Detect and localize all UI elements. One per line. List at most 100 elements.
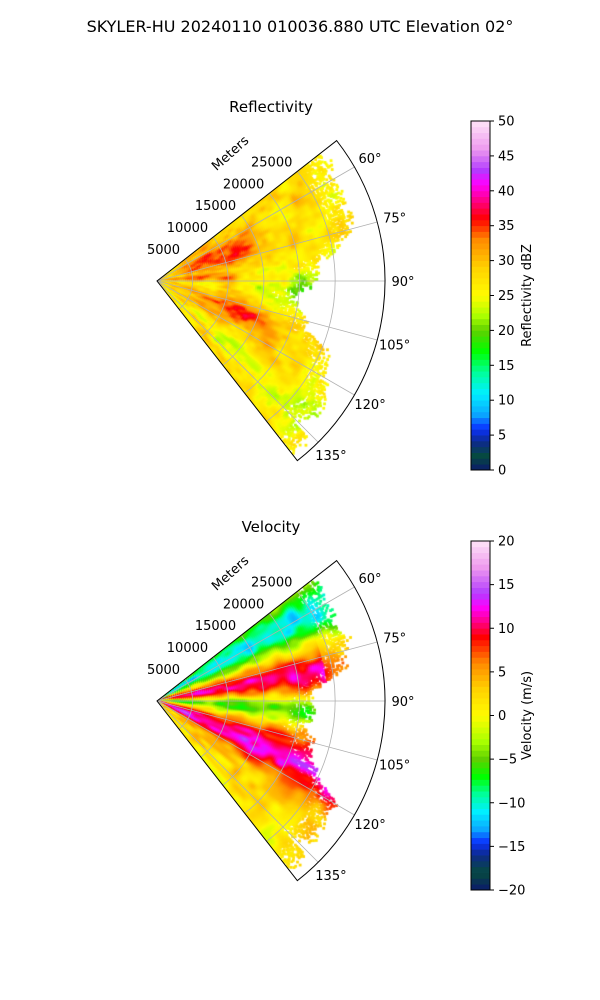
colorbar-swatch	[471, 721, 490, 728]
colorbar-swatch	[471, 231, 490, 238]
colorbar-swatch	[471, 126, 490, 134]
colorbar-swatch	[471, 692, 490, 699]
colorbar-swatch	[471, 674, 490, 681]
range-ring	[222, 214, 265, 366]
azimuth-spoke	[156, 221, 378, 282]
azimuth-spoke	[156, 166, 355, 282]
colorbar-swatch	[471, 820, 490, 827]
azimuth-tick-label: 105°	[379, 759, 410, 774]
colorbar-swatch	[471, 318, 490, 325]
colorbar-label: Reflectivity dBZ	[520, 244, 535, 347]
colorbar-swatch	[471, 791, 490, 798]
colorbar-swatch	[471, 243, 490, 250]
colorbar-tick-label: 10	[498, 622, 515, 637]
colorbar-swatch	[471, 446, 490, 453]
colorbar-swatch	[471, 657, 490, 664]
colorbar-swatch	[471, 860, 490, 868]
colorbar-swatch	[471, 837, 490, 844]
range-ring	[200, 656, 229, 758]
azimuth-tick-label: 75°	[383, 631, 406, 646]
colorbar-swatch	[471, 278, 490, 285]
colorbar-tick-label: 0	[498, 709, 506, 724]
azimuth-spoke	[156, 700, 378, 761]
colorbar-swatch	[471, 802, 490, 809]
colorbar-swatch	[471, 581, 490, 588]
colorbar-swatch	[471, 616, 490, 623]
colorbar-tick-label: 25	[498, 289, 515, 304]
radial-tick-label: 10000	[167, 221, 208, 236]
azimuth-spoke	[156, 700, 355, 816]
colorbar-swatch	[471, 295, 490, 302]
radial-tick-label: 15000	[195, 619, 236, 634]
radial-tick-label: 25000	[251, 155, 292, 170]
colorbar-swatch	[471, 750, 490, 757]
colorbar-swatch	[471, 365, 490, 372]
colorbar-swatch	[471, 266, 490, 273]
colorbar-swatch	[471, 744, 490, 751]
colorbar-swatch	[471, 353, 490, 360]
colorbar-tick-label: −5	[498, 753, 517, 768]
colorbar-swatch	[471, 779, 490, 786]
colorbar-swatch	[471, 312, 490, 320]
colorbar-swatch	[471, 831, 490, 839]
colorbar-tick-label: 40	[498, 184, 515, 199]
colorbar-tick-label: 20	[498, 535, 515, 550]
azimuth-tick-label: 135°	[315, 449, 346, 464]
radial-tick-label: 25000	[251, 575, 292, 590]
colorbar-swatch	[471, 814, 490, 821]
colorbar-swatch	[471, 715, 490, 722]
colorbar-swatch	[471, 464, 490, 471]
radial-axis-label: Meters	[209, 133, 252, 174]
colorbar-swatch	[471, 645, 490, 652]
colorbar-swatch	[471, 663, 490, 670]
range-ring	[244, 193, 300, 394]
colorbar-swatch	[471, 167, 490, 174]
colorbar-swatch	[471, 558, 490, 565]
colorbar-swatch	[471, 796, 490, 804]
azimuth-tick-label: 120°	[354, 818, 385, 833]
colorbar-swatch	[471, 849, 490, 856]
radial-tick-label: 20000	[223, 177, 264, 192]
colorbar-tick-label: 50	[498, 115, 515, 130]
colorbar-swatch	[471, 179, 490, 186]
colorbar-tick-label: 15	[498, 359, 515, 374]
colorbar-swatch	[471, 248, 490, 256]
colorbar-swatch	[471, 686, 490, 693]
colorbar-swatch	[471, 680, 490, 687]
colorbar-swatch	[471, 855, 490, 862]
colorbar-swatch	[471, 762, 490, 769]
colorbar-swatch	[471, 190, 490, 198]
range-ring	[178, 258, 194, 310]
colorbar-swatch	[471, 254, 490, 261]
colorbar-swatch	[471, 878, 490, 885]
colorbar-swatch	[471, 552, 490, 559]
colorbar-swatch	[471, 599, 490, 606]
colorbar-swatch	[471, 843, 490, 850]
sector-frame	[156, 559, 386, 882]
radar-panels: Reflectivity500010000150002000025000Mete…	[147, 98, 535, 899]
colorbar-swatch	[471, 155, 490, 163]
colorbar-swatch	[471, 564, 490, 571]
colorbar-swatch	[471, 668, 490, 676]
azimuth-tick-label: 75°	[383, 211, 406, 226]
colorbar-swatch	[471, 698, 490, 705]
colorbar-swatch	[471, 826, 490, 833]
colorbar-swatch	[471, 429, 490, 436]
colorbar-swatch	[471, 406, 490, 413]
colorbar-swatch	[471, 161, 490, 168]
colorbar-swatch	[471, 184, 490, 192]
colorbar-swatch	[471, 610, 490, 618]
colorbar-swatch	[471, 727, 490, 734]
azimuth-tick-label: 90°	[391, 695, 414, 710]
azimuth-spoke	[156, 280, 319, 443]
colorbar-tick-label: 20	[498, 324, 515, 339]
colorbar-swatch	[471, 452, 490, 459]
colorbar-swatch	[471, 411, 490, 419]
azimuth-tick-label: 90°	[391, 275, 414, 290]
colorbar-swatch	[471, 866, 490, 873]
colorbar-swatch	[471, 336, 490, 343]
colorbar-tick-label: 5	[498, 665, 506, 680]
colorbar-swatch	[471, 208, 490, 215]
colorbar-swatch	[471, 202, 490, 209]
